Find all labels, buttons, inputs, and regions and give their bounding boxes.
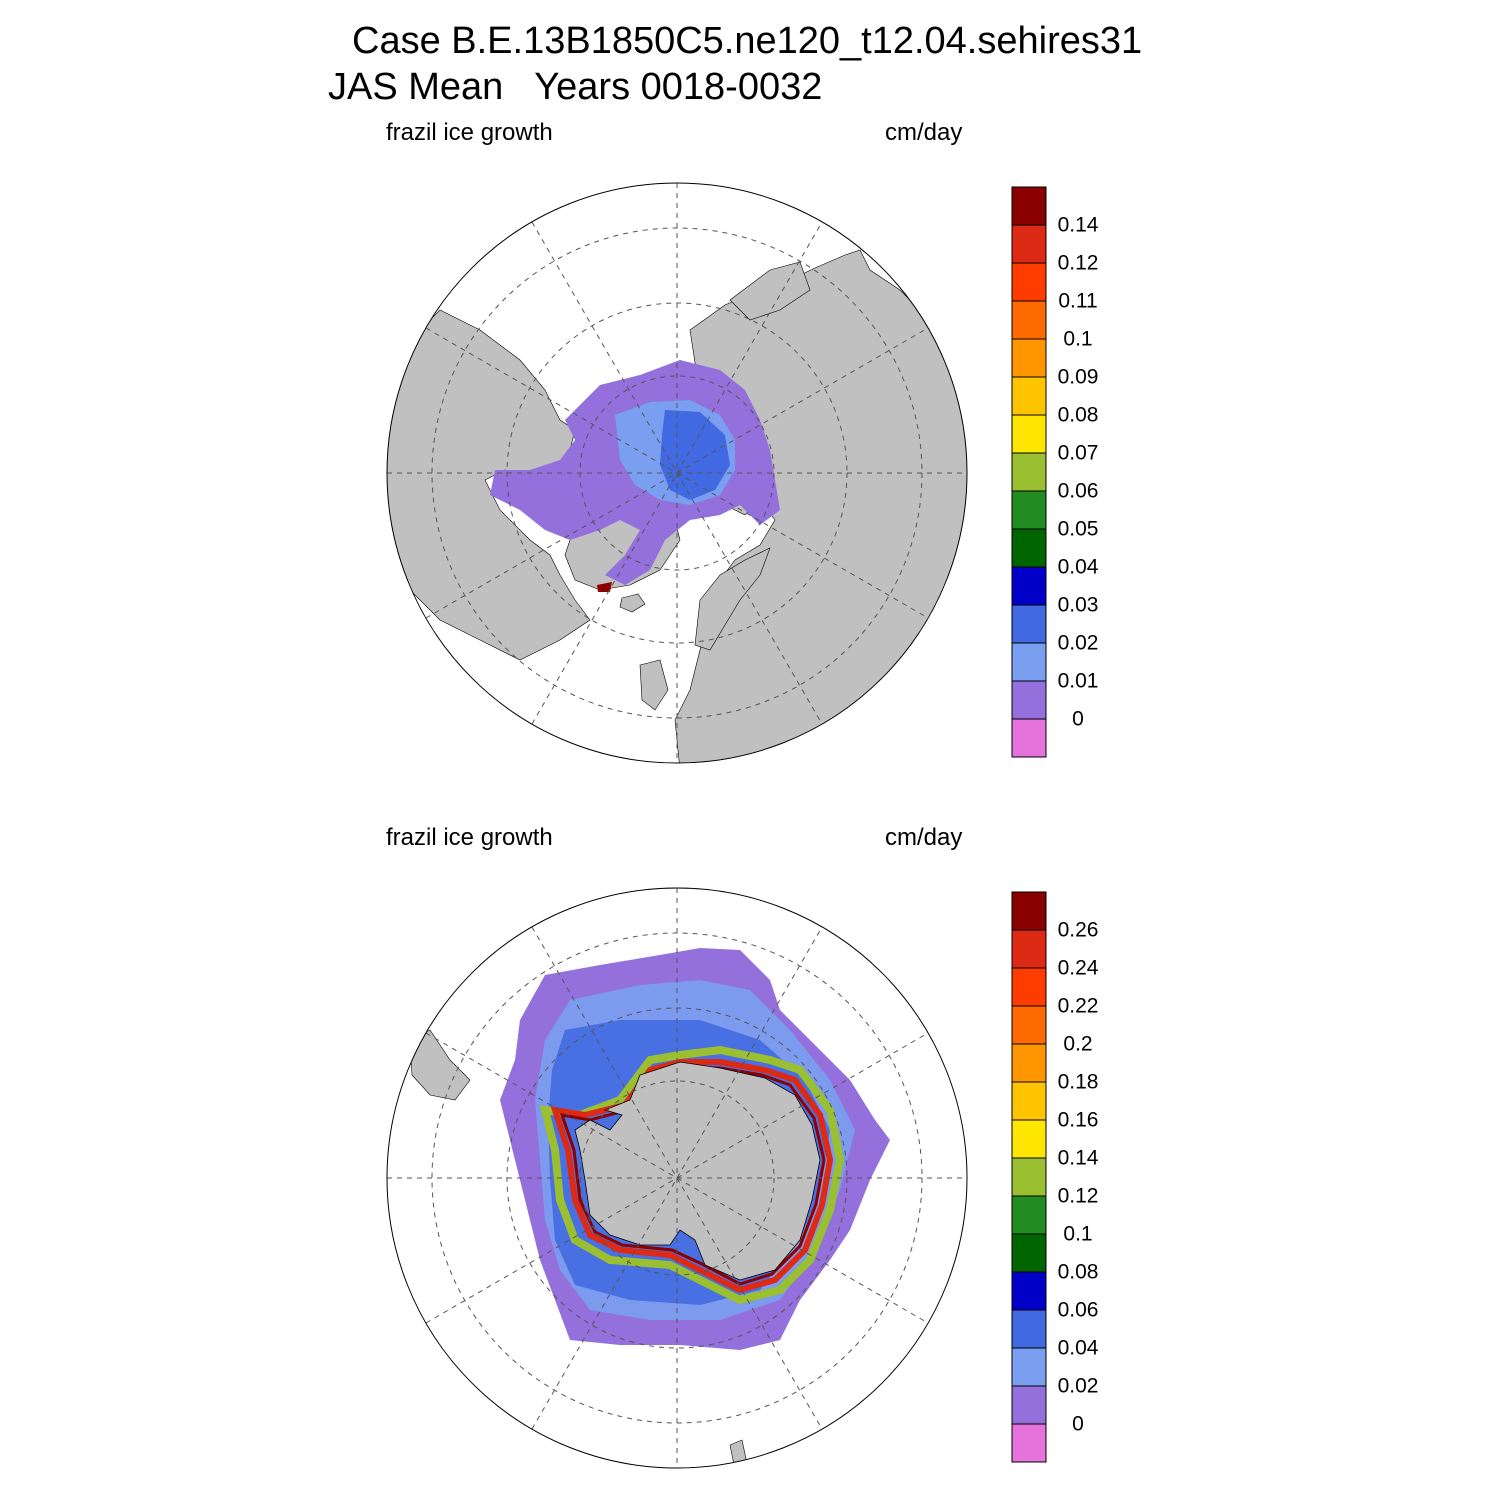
south-units-label: cm/day [885,824,963,851]
colorbar-tick-label: 0 [1072,707,1084,731]
colorbar-tick-label: 0.12 [1057,251,1099,275]
colorbar-tick-label: 0.22 [1057,994,1099,1018]
colorbar-swatch [1011,1233,1047,1273]
colorbar-swatch [1011,1157,1047,1197]
colorbar-tick-label: 0.14 [1057,1146,1099,1170]
colorbar-tick-label: 0.02 [1057,631,1099,655]
colorbar-swatch [1011,300,1047,340]
colorbar-swatch [1011,680,1047,720]
colorbar-swatch [1011,224,1047,264]
colorbar-swatch [1011,1271,1047,1311]
north-units-label: cm/day [885,119,963,146]
colorbar-tick-label: 0.26 [1057,918,1099,942]
iceland-landmass [619,593,646,613]
colorbar-tick-label: 0.04 [1057,555,1099,579]
south-colorbar [1011,891,1047,1463]
figure-title-line1: Case B.E.13B1850C5.ne120_t12.04.sehires3… [352,20,1143,62]
south-variable-label: frazil ice growth [386,824,553,851]
colorbar-swatch [1011,566,1047,606]
colorbar-tick-label: 0.07 [1057,441,1099,465]
colorbar-tick-label: 0.01 [1057,669,1099,693]
colorbar-tick-label: 0.1 [1063,327,1093,351]
colorbar-tick-label: 0.11 [1058,289,1098,313]
colorbar-swatch [1011,376,1047,416]
colorbar-swatch [1011,1195,1047,1235]
colorbar-tick-label: 0.05 [1057,517,1099,541]
colorbar-swatch [1011,1119,1047,1159]
colorbar-swatch [1011,604,1047,644]
colorbar-tick-label: 0.02 [1057,1374,1099,1398]
colorbar-swatch [1011,414,1047,454]
colorbar-tick-label: 0.16 [1057,1108,1099,1132]
antarctic-coast-red [550,1059,834,1294]
colorbar-swatch [1011,528,1047,568]
colorbar-tick-label: 0.14 [1057,213,1099,237]
north-variable-label: frazil ice growth [386,119,553,146]
colorbar-swatch [1011,891,1047,931]
chukotka-landmass [729,261,811,321]
colorbar-tick-label: 0.06 [1057,1298,1099,1322]
colorbar-swatch [1011,967,1047,1007]
colorbar-tick-label: 0.18 [1057,1070,1099,1094]
figure-title-line2: JAS Mean Years 0018-0032 [328,66,823,108]
colorbar-tick-label: 0.08 [1057,1260,1099,1284]
north-map-border [386,182,968,764]
north-graticule [387,183,967,763]
colorbar-swatch [1011,1005,1047,1045]
south-map-border [386,887,968,1469]
colorbar-swatch [1011,718,1047,758]
colorbar-swatch [1011,452,1047,492]
colorbar-tick-label: 0.12 [1057,1184,1099,1208]
colorbar-swatch [1011,1423,1047,1463]
colorbar-swatch [1011,929,1047,969]
colorbar-swatch [1011,186,1047,226]
colorbar-swatch [1011,490,1047,530]
colorbar-tick-label: 0.1 [1063,1222,1093,1246]
colorbar-tick-label: 0.24 [1057,956,1099,980]
north-polar-map [386,182,968,764]
colorbar-tick-label: 0.08 [1057,403,1099,427]
south-polar-map [386,887,968,1469]
colorbar-tick-label: 0.09 [1057,365,1099,389]
colorbar-swatch [1011,1309,1047,1349]
colorbar-tick-label: 0 [1072,1412,1084,1436]
colorbar-tick-label: 0.2 [1063,1032,1093,1056]
south-america-landmass [409,1029,471,1101]
colorbar-swatch [1011,1347,1047,1387]
colorbar-swatch [1011,338,1047,378]
north-colorbar [1011,186,1047,758]
colorbar-swatch [1011,1081,1047,1121]
colorbar-swatch [1011,1043,1047,1083]
colorbar-tick-label: 0.04 [1057,1336,1099,1360]
arctic-ice-darkred [597,582,612,592]
antarctic-ice-green [539,1045,845,1305]
britain-landmass [639,659,669,711]
colorbar-swatch [1011,1385,1047,1425]
colorbar-tick-label: 0.06 [1057,479,1099,503]
colorbar-tick-label: 0.03 [1057,593,1099,617]
colorbar-swatch [1011,262,1047,302]
south-graticule [387,888,967,1468]
scandinavia-landmass [694,547,771,651]
colorbar-swatch [1011,642,1047,682]
